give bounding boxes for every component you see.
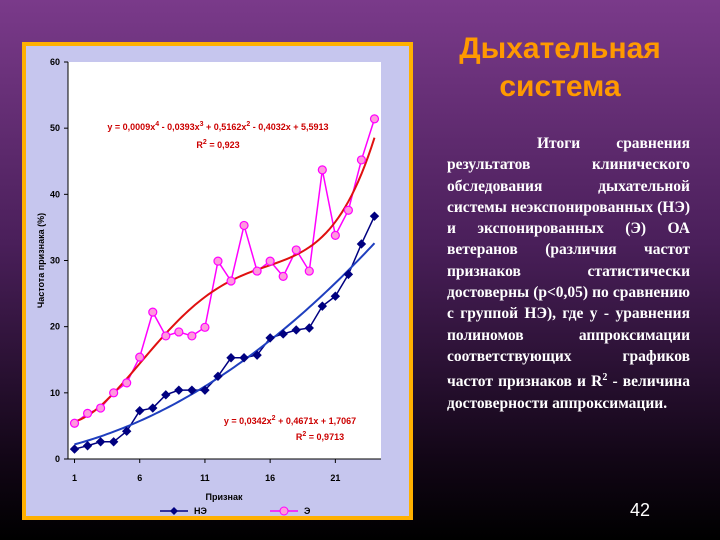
- superscript: 4: [155, 121, 159, 128]
- legend-marker: [279, 506, 289, 516]
- data-marker: [174, 327, 184, 337]
- data-marker: [369, 114, 380, 124]
- x-tick-label: 1: [72, 473, 77, 483]
- data-marker: [82, 441, 93, 451]
- text-span: R: [196, 140, 203, 150]
- data-marker: [174, 385, 184, 395]
- data-marker: [108, 437, 119, 447]
- text-span: - величина достоверности аппроксимации.: [447, 373, 690, 412]
- plot-area: [68, 62, 381, 459]
- text-span: Итоги сравнения результатов клинического…: [447, 135, 690, 391]
- data-marker: [69, 444, 80, 454]
- text-span: y = 0,0342x: [224, 416, 272, 426]
- data-marker: [82, 408, 93, 418]
- text-span: = 0,923: [207, 140, 240, 150]
- superscript: 2: [246, 121, 250, 128]
- x-tick-label: 11: [200, 473, 210, 483]
- text-span: - 0,4032x + 5,5913: [250, 122, 328, 132]
- body-text: Итоги сравнения результатов клинического…: [447, 133, 690, 414]
- legend-label: НЭ: [194, 506, 207, 516]
- trend-label: y = 0,0342x2 + 0,4671x + 1,7067: [224, 415, 356, 426]
- data-marker: [265, 333, 275, 343]
- data-marker: [356, 155, 367, 165]
- y-tick-label: 50: [50, 123, 60, 133]
- data-marker: [343, 205, 353, 215]
- text-span: = 0,9713: [306, 432, 344, 442]
- legend-marker: [170, 507, 178, 515]
- data-marker: [96, 403, 106, 413]
- data-marker: [291, 325, 301, 335]
- trend-label: R2 = 0,9713: [296, 431, 344, 442]
- y-tick-label: 30: [50, 256, 60, 266]
- data-marker: [356, 239, 367, 249]
- text-span: + 0,5162x: [204, 122, 247, 132]
- data-marker: [187, 385, 197, 395]
- data-marker: [121, 426, 132, 436]
- legend-label: Э: [304, 506, 311, 516]
- data-marker: [95, 437, 106, 447]
- data-marker: [161, 331, 171, 341]
- data-marker: [317, 165, 327, 175]
- x-tick-label: 21: [330, 473, 340, 483]
- data-marker: [278, 271, 288, 281]
- data-marker: [239, 353, 249, 363]
- data-marker: [148, 403, 158, 413]
- data-marker: [252, 266, 262, 276]
- data-marker: [317, 301, 328, 311]
- data-marker: [161, 390, 171, 400]
- data-marker: [148, 307, 158, 317]
- page-number: 42: [630, 500, 651, 520]
- data-marker: [187, 331, 197, 341]
- data-marker: [135, 352, 145, 362]
- y-tick-label: 0: [55, 454, 60, 464]
- text-span: R: [296, 432, 303, 442]
- trend-line: [74, 242, 376, 446]
- superscript: 2: [203, 139, 207, 146]
- y-tick-label: 20: [50, 322, 60, 332]
- y-axis-label: Частота признака (%): [36, 213, 46, 308]
- data-marker: [330, 291, 341, 301]
- data-marker: [226, 353, 236, 363]
- data-marker: [69, 418, 80, 428]
- data-marker: [252, 350, 262, 360]
- x-tick-label: 6: [137, 473, 142, 483]
- data-marker: [343, 269, 354, 280]
- slide-title: Дыхательная система: [459, 32, 661, 103]
- y-tick-label: 40: [50, 189, 60, 199]
- data-marker: [304, 323, 314, 333]
- x-axis-label: Признак: [206, 492, 243, 502]
- trend-label: y = 0,0009x4 - 0,0393x3 + 0,5162x2 - 0,4…: [107, 121, 328, 132]
- y-tick-label: 10: [50, 388, 60, 398]
- x-tick-label: 16: [265, 473, 275, 483]
- data-marker: [109, 388, 119, 398]
- text-span: + 0,4671x + 1,7067: [276, 416, 357, 426]
- data-marker: [265, 256, 275, 266]
- data-marker: [304, 266, 314, 276]
- text-span: y = 0,0009x: [107, 122, 155, 132]
- data-marker: [213, 256, 223, 266]
- data-marker: [291, 245, 301, 255]
- data-marker: [239, 220, 249, 231]
- data-marker: [330, 230, 340, 240]
- data-marker: [278, 329, 288, 339]
- data-marker: [135, 405, 145, 416]
- data-marker: [200, 322, 210, 332]
- text-span: - 0,0393x: [159, 122, 200, 132]
- data-marker: [213, 371, 223, 381]
- y-tick-label: 60: [50, 57, 60, 67]
- data-marker: [226, 276, 236, 286]
- superscript: 2: [302, 431, 306, 438]
- data-marker: [200, 385, 210, 395]
- data-marker: [122, 378, 132, 388]
- superscript: 2: [602, 372, 608, 384]
- superscript: 2: [272, 415, 276, 422]
- superscript: 3: [200, 121, 204, 128]
- trend-label: R2 = 0,923: [196, 139, 239, 150]
- data-marker: [369, 211, 380, 221]
